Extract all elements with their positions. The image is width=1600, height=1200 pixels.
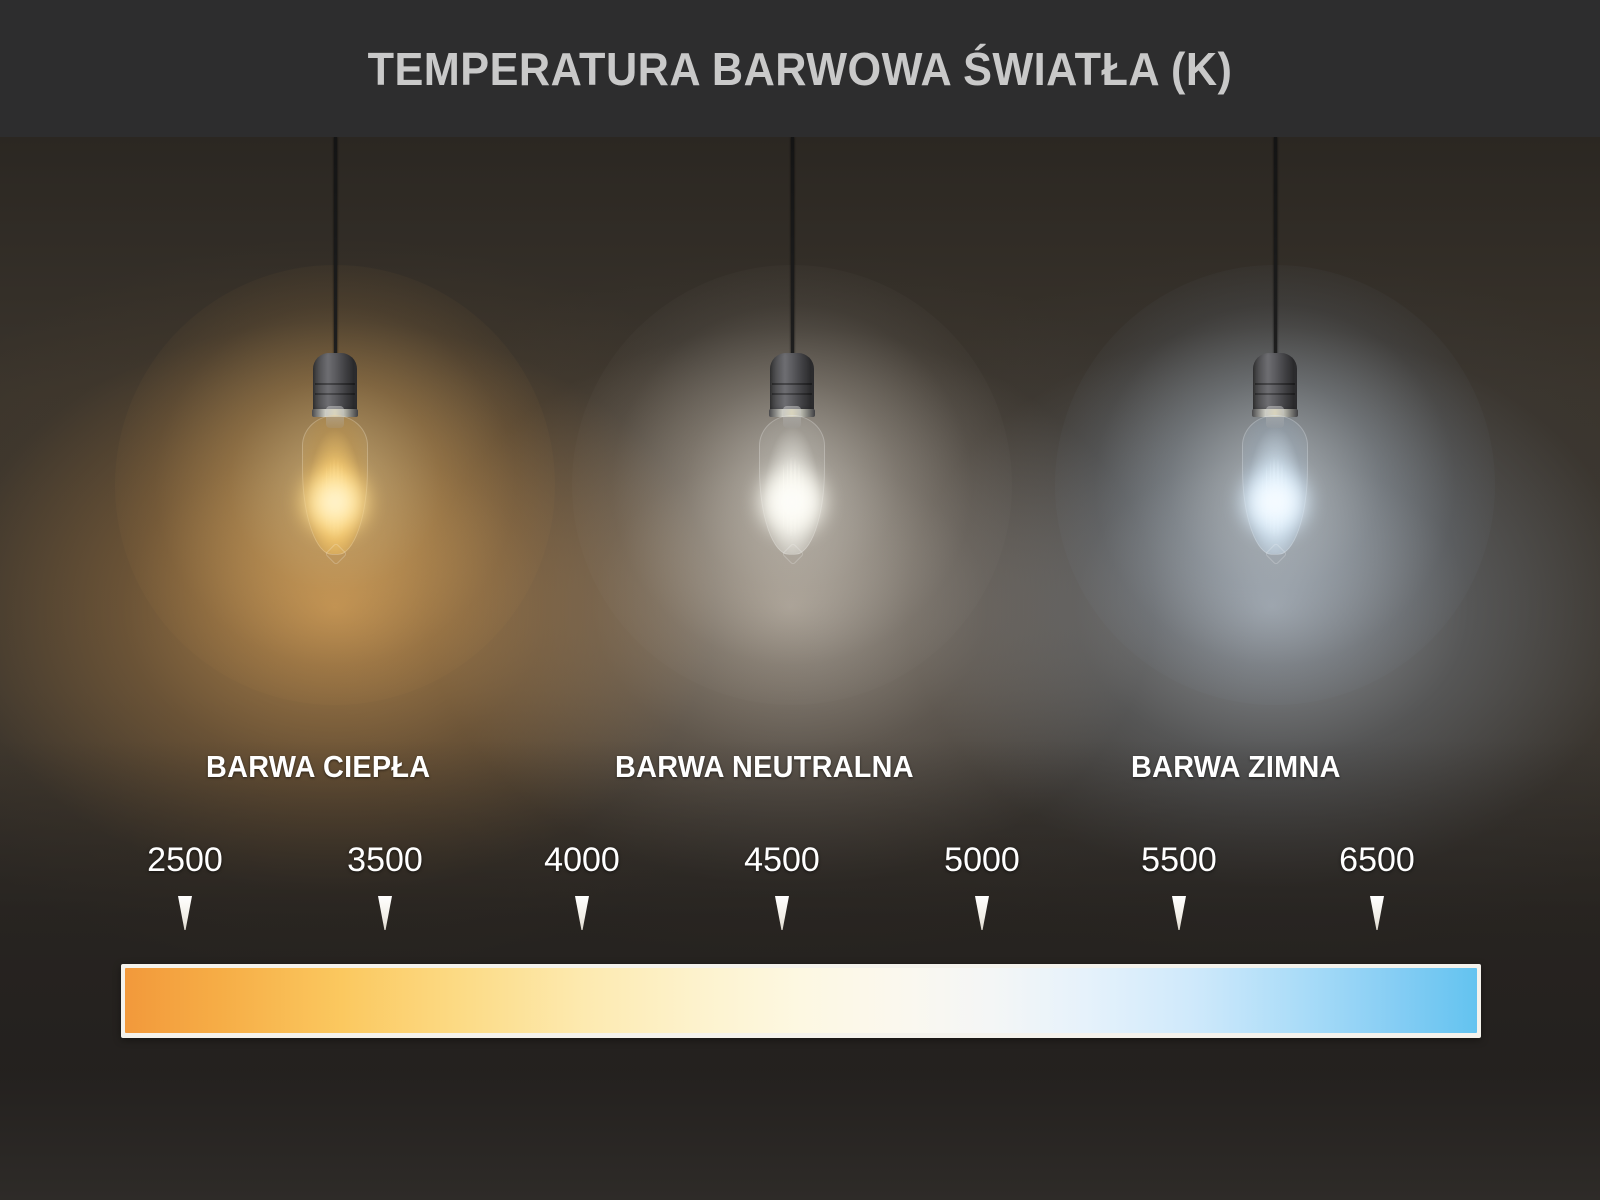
category-label-warm: BARWA CIEPŁA bbox=[206, 749, 431, 784]
tick-2500-marker-icon bbox=[178, 896, 192, 930]
bulb-warm-glass bbox=[300, 406, 370, 555]
tick-4500-value: 4500 bbox=[744, 841, 820, 879]
bulb-neutral-socket bbox=[770, 353, 814, 415]
tick-4000: 4000 bbox=[482, 838, 682, 930]
tick-5500-marker-icon bbox=[1172, 896, 1186, 930]
tick-2500: 2500 bbox=[85, 838, 285, 930]
category-label-neutral: BARWA NEUTRALNA bbox=[615, 749, 914, 784]
bulb-cool-glass bbox=[1240, 406, 1310, 555]
tick-6500-value: 6500 bbox=[1339, 841, 1415, 879]
tick-5000-marker-icon bbox=[975, 896, 989, 930]
color-temperature-gradient-bar bbox=[125, 968, 1477, 1033]
bulb-neutral-glass bbox=[757, 406, 827, 555]
header-bar: TEMPERATURA BARWOWA ŚWIATŁA (K) bbox=[0, 0, 1600, 137]
tick-3500-value: 3500 bbox=[347, 841, 423, 879]
tick-4500-marker-icon bbox=[775, 896, 789, 930]
tick-4000-marker-icon bbox=[575, 896, 589, 930]
tick-4500: 4500 bbox=[682, 838, 882, 930]
bulb-neutral-cord bbox=[791, 137, 794, 355]
tick-3500-marker-icon bbox=[378, 896, 392, 930]
tick-3500: 3500 bbox=[285, 838, 485, 930]
bulb-cool-cord bbox=[1274, 137, 1277, 355]
tick-4000-value: 4000 bbox=[544, 841, 620, 879]
tick-2500-value: 2500 bbox=[147, 841, 223, 879]
tick-5000: 5000 bbox=[882, 838, 1082, 930]
tick-6500: 6500 bbox=[1277, 838, 1477, 930]
bulb-neutral-core bbox=[757, 466, 827, 537]
bulb-cool-socket bbox=[1253, 353, 1297, 415]
bulb-warm-cord bbox=[334, 137, 337, 355]
tick-5500-value: 5500 bbox=[1141, 841, 1217, 879]
color-temperature-bar-frame bbox=[121, 964, 1481, 1038]
tick-5000-value: 5000 bbox=[944, 841, 1020, 879]
tick-5500: 5500 bbox=[1079, 838, 1279, 930]
category-label-cool: BARWA ZIMNA bbox=[1131, 749, 1341, 784]
bulb-warm-socket bbox=[313, 353, 357, 415]
page-title: TEMPERATURA BARWOWA ŚWIATŁA (K) bbox=[367, 43, 1233, 95]
tick-6500-marker-icon bbox=[1370, 896, 1384, 930]
bulb-cool-core bbox=[1240, 466, 1310, 537]
bulb-warm-core bbox=[300, 466, 370, 537]
